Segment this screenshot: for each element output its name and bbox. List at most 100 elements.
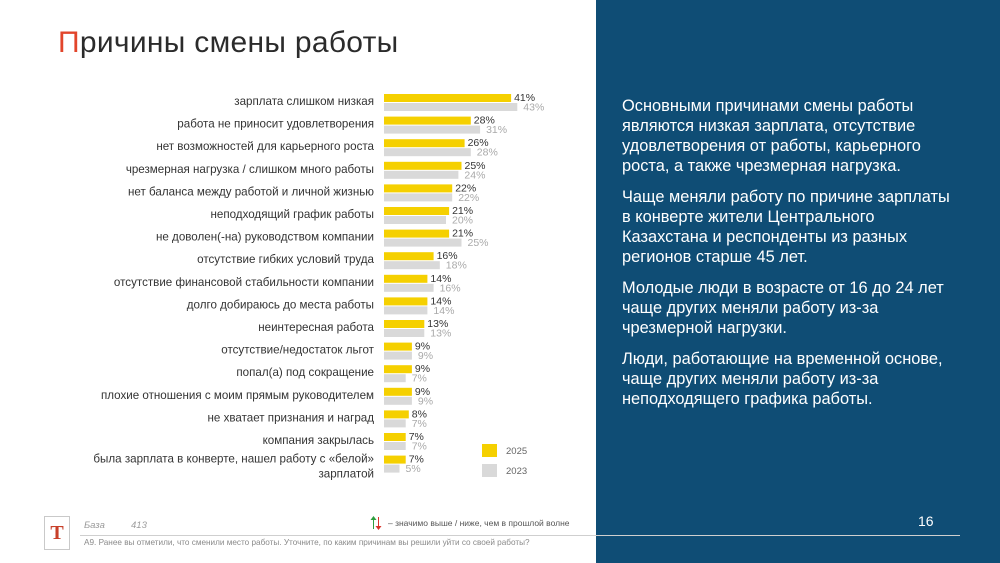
bar-chart: зарплата слишком низкая 41%43% работа не п…	[93, 92, 544, 481]
data-label-2023: 24%	[464, 169, 485, 181]
bar-2025	[384, 433, 406, 441]
logo-letter: Т	[50, 522, 64, 544]
category-label: работа не приносит удовлетворения	[177, 118, 374, 131]
category-label: была зарплата в конверте, нашел работу с…	[93, 453, 374, 481]
data-label-2023: 31%	[486, 124, 507, 136]
significance-note: – значимо выше / ниже, чем в прошлой вол…	[388, 518, 570, 528]
data-label-2025: 7%	[409, 454, 424, 466]
bar-2023	[384, 396, 412, 405]
question-footnote: А9. Ранее вы отметили, что сменили место…	[84, 538, 530, 547]
summary-paragraph: Основными причинами смены работы являютс…	[622, 97, 921, 175]
data-label-2025: 9%	[415, 363, 430, 375]
category-label: компания закрылась	[263, 434, 374, 447]
data-label-2023: 9%	[418, 395, 433, 407]
bar-2025	[384, 297, 428, 306]
significance-arrows-icon	[370, 516, 382, 530]
legend-label-2025: 2025	[506, 446, 527, 457]
left-panel: Причины смены работы зарплата слишком ни…	[44, 26, 570, 550]
data-label-2025: 21%	[452, 228, 473, 240]
bar-2023	[384, 419, 406, 428]
data-label-2023: 7%	[412, 418, 427, 430]
data-label-2025: 8%	[412, 408, 427, 420]
bar-2023	[384, 148, 471, 157]
category-label: не хватает признания и наград	[208, 411, 375, 424]
page-number: 16	[918, 513, 934, 529]
bar-2023	[384, 442, 406, 450]
data-label-2023: 5%	[406, 463, 421, 475]
bar-2023	[384, 329, 425, 337]
category-label: неподходящий график работы	[210, 208, 374, 221]
data-label-2025: 7%	[409, 431, 424, 443]
data-label-2025: 14%	[430, 273, 451, 285]
bar-2025	[384, 455, 406, 464]
base-label: База	[84, 520, 105, 531]
data-label-2023: 14%	[433, 305, 454, 317]
data-label-2025: 14%	[430, 295, 451, 307]
data-label-2025: 9%	[415, 341, 430, 353]
category-label: неинтересная работа	[258, 321, 374, 334]
category-label: отсутствие гибких условий труда	[197, 253, 374, 266]
category-label: попал(а) под сокращение	[236, 366, 374, 379]
title-first-letter: П	[58, 26, 80, 59]
data-label-2025: 25%	[465, 160, 486, 172]
bar-2023	[384, 193, 453, 202]
data-label-2023: 7%	[412, 441, 427, 453]
data-label-2025: 41%	[514, 92, 535, 104]
summary-paragraph: Молодые люди в возрасте от 16 до 24 лет …	[622, 279, 944, 337]
title-rest: ричины смены работы	[79, 26, 399, 59]
data-label-2025: 16%	[437, 250, 458, 262]
bar-2023	[384, 125, 481, 134]
page-title: Причины смены работы	[58, 26, 399, 60]
base-value: 413	[131, 520, 147, 531]
category-label: нет возможностей для карьерного роста	[156, 140, 374, 153]
bar-2025	[384, 161, 462, 170]
data-label-2025: 26%	[468, 137, 489, 149]
bar-2025	[384, 229, 450, 238]
bar-2023	[384, 216, 446, 224]
bar-2025	[384, 274, 428, 283]
bar-2025	[384, 184, 453, 193]
data-label-2025: 22%	[455, 182, 476, 194]
bar-2025	[384, 252, 434, 261]
footer-divider	[80, 535, 960, 536]
bar-2023	[384, 351, 412, 360]
summary-paragraph: Чаще меняли работу по причине зарплаты в…	[622, 188, 950, 266]
bar-2023	[384, 103, 518, 111]
bar-2025	[384, 139, 465, 148]
category-label: чрезмерная нагрузка / слишком много рабо…	[126, 163, 374, 176]
bar-2025	[384, 410, 409, 419]
bar-2025	[384, 320, 425, 328]
data-label-2023: 9%	[418, 350, 433, 362]
bar-2025	[384, 387, 412, 396]
data-label-2023: 20%	[452, 215, 473, 227]
category-label: не доволен(-на) руководством компании	[156, 231, 374, 244]
company-logo: Т	[44, 516, 70, 550]
legend-swatch-2023	[482, 464, 497, 477]
data-label-2023: 28%	[477, 147, 498, 159]
summary-panel	[596, 0, 1000, 563]
category-label-line: зарплатой	[318, 468, 374, 481]
data-label-2023: 22%	[458, 192, 479, 204]
bar-2023	[384, 238, 462, 247]
data-label-2025: 21%	[452, 205, 473, 217]
category-label: отсутствие финансовой стабильности компа…	[114, 276, 374, 289]
data-label-2023: 16%	[440, 282, 461, 294]
category-label: плохие отношения с моим прямым руководит…	[101, 389, 374, 402]
bar-2025	[384, 342, 412, 351]
category-label-line: была зарплата в конверте, нашел работу с…	[93, 453, 374, 466]
bar-2023	[384, 283, 434, 292]
category-label: долго добираюсь до места работы	[187, 298, 374, 311]
bar-2023	[384, 306, 428, 315]
summary-paragraph: Люди, работающие на временной основе, ча…	[622, 350, 943, 408]
data-label-2023: 25%	[468, 237, 489, 249]
data-label-2023: 13%	[430, 328, 451, 340]
bar-2025	[384, 116, 471, 125]
data-label-2023: 43%	[523, 102, 544, 114]
bar-2025	[384, 94, 512, 102]
data-label-2023: 7%	[412, 373, 427, 385]
data-label-2025: 13%	[427, 318, 448, 330]
bar-2023	[384, 170, 459, 179]
category-label: отсутствие/недостаток льгот	[221, 344, 374, 357]
data-label-2025: 28%	[474, 115, 495, 127]
data-label-2023: 18%	[446, 260, 467, 272]
